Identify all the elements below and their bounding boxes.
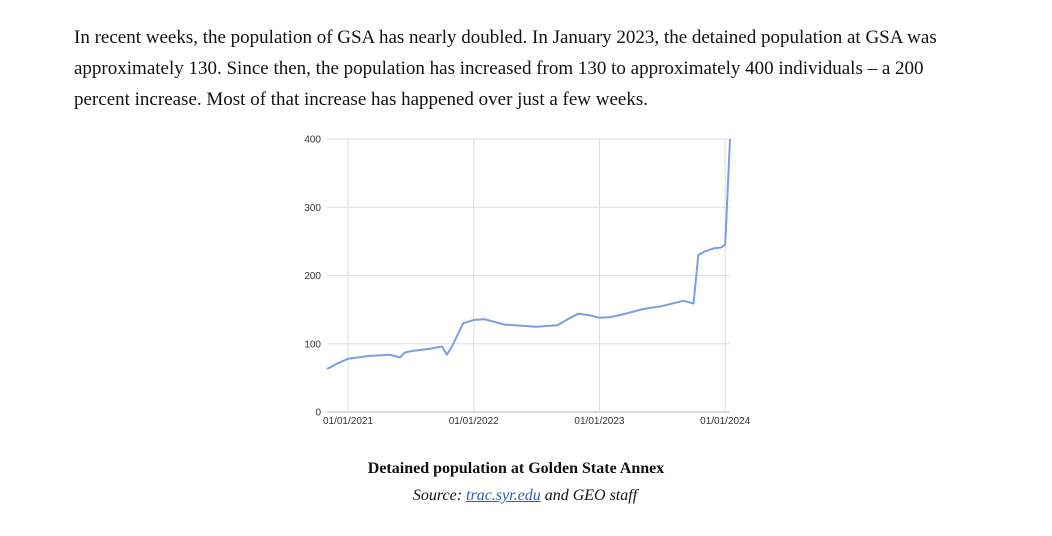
x-tick-label: 01/01/2023 xyxy=(574,416,624,427)
x-tick-label: 01/01/2022 xyxy=(449,416,499,427)
series-line-group xyxy=(326,138,731,370)
figure-caption-title: Detained population at Golden State Anne… xyxy=(367,460,665,477)
y-tick-label: 400 xyxy=(304,135,321,146)
y-tick-label: 300 xyxy=(304,203,321,214)
y-tick-label: 0 xyxy=(315,408,321,419)
figure-caption-source: Source: trac.syr.edu and GEO staff xyxy=(413,487,637,505)
x-tick-label: 01/01/2021 xyxy=(323,416,373,427)
series-line xyxy=(326,138,731,370)
y-tick-label: 100 xyxy=(304,339,321,350)
chart-gridlines xyxy=(327,138,730,413)
source-link[interactable]: trac.syr.edu xyxy=(466,487,541,504)
source-suffix: and GEO staff xyxy=(544,487,638,504)
y-tick-label: 200 xyxy=(304,271,321,282)
x-tick-labels: 01/01/2021 01/01/2022 01/01/2023 01/01/2024 xyxy=(323,416,750,427)
intro-paragraph: In recent weeks, the population of GSA h… xyxy=(74,27,937,110)
y-tick-labels: 0 100 200 300 400 xyxy=(304,135,321,419)
x-tick-label: 01/01/2024 xyxy=(700,416,750,427)
source-prefix: Source: xyxy=(412,487,463,504)
